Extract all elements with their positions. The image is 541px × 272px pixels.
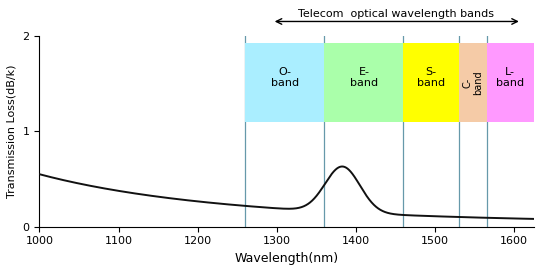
Bar	[486, 44, 534, 122]
Bar	[324, 44, 404, 122]
Text: C-
band: C- band	[463, 70, 483, 95]
Text: O-
band: O- band	[270, 67, 299, 88]
Bar	[459, 44, 486, 122]
Text: Telecom  optical wavelength bands: Telecom optical wavelength bands	[298, 9, 493, 18]
Bar	[404, 44, 459, 122]
Y-axis label: Transmission Loss(dB/k): Transmission Loss(dB/k)	[7, 64, 17, 198]
Text: L-
band: L- band	[496, 67, 524, 88]
Text: S-
band: S- band	[417, 67, 445, 88]
X-axis label: Wavelength(nm): Wavelength(nm)	[235, 252, 339, 265]
Text: E-
band: E- band	[350, 67, 378, 88]
Bar	[245, 44, 324, 122]
